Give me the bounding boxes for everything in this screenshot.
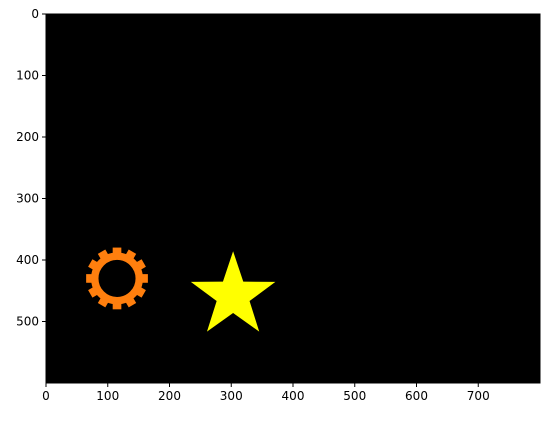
- plot-area: [46, 14, 540, 383]
- x-tick-label: 300: [220, 389, 243, 403]
- y-tick-label: 500: [16, 315, 39, 329]
- y-tick-label: 0: [31, 7, 39, 21]
- x-tick-label: 0: [42, 389, 50, 403]
- x-axis: 0 100 200 300 400 500 600 700: [42, 383, 490, 403]
- y-tick-label: 400: [16, 253, 39, 267]
- x-tick-label: 500: [343, 389, 366, 403]
- gear-tooth: [125, 249, 137, 260]
- gear-tooth: [125, 297, 137, 308]
- gear-tooth: [86, 274, 94, 283]
- y-tick-label: 100: [16, 69, 39, 83]
- shape-layer: [86, 247, 276, 332]
- gear-tooth: [135, 259, 146, 271]
- gear-tooth: [88, 286, 99, 298]
- x-tick-label: 100: [96, 389, 119, 403]
- image-background: [46, 14, 540, 383]
- gear-tooth: [97, 297, 109, 308]
- gear-tooth: [112, 247, 122, 255]
- x-tick-label: 700: [467, 389, 490, 403]
- x-tick-label: 600: [405, 389, 428, 403]
- star-icon: [190, 251, 276, 332]
- gear-tooth: [140, 274, 148, 283]
- y-tick-label: 300: [16, 192, 39, 206]
- gear-tooth: [97, 249, 109, 260]
- y-tick-label: 200: [16, 130, 39, 144]
- x-tick-label: 200: [158, 389, 181, 403]
- gear-tooth: [112, 302, 122, 310]
- gear-icon: [86, 247, 148, 310]
- x-tick-label: 400: [282, 389, 305, 403]
- gear-tooth: [135, 286, 146, 298]
- gear-tooth: [88, 259, 99, 271]
- gear-ring: [91, 252, 143, 305]
- y-axis: 0 100 200 300 400 500: [16, 7, 46, 329]
